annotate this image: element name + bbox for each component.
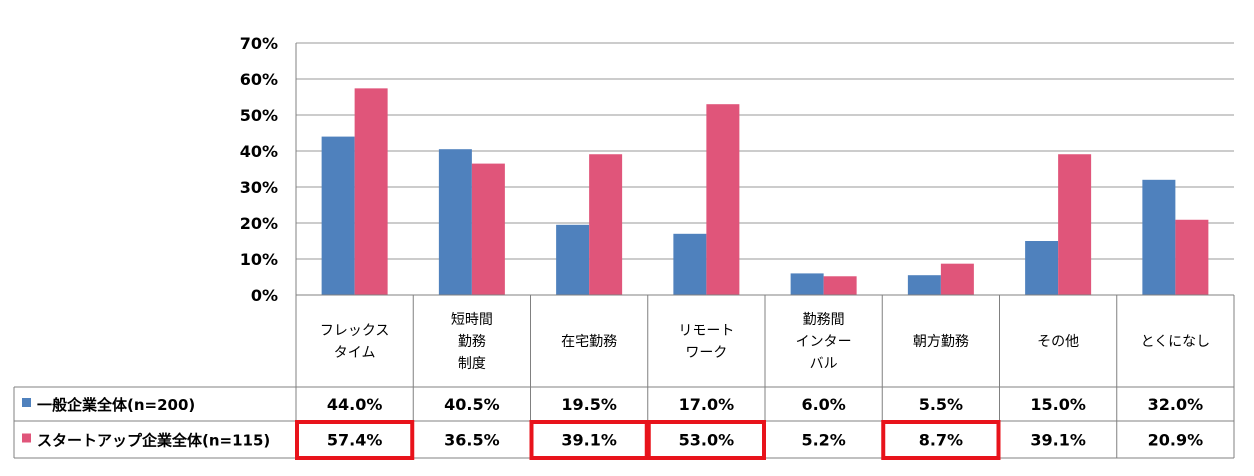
data-cell: 8.7% [919, 431, 963, 450]
y-tick-label: 40% [240, 142, 278, 161]
bar [1142, 179, 1176, 295]
bar [1175, 219, 1209, 295]
data-cell: 57.4% [327, 431, 383, 450]
y-tick-label: 10% [240, 250, 278, 269]
bar [673, 233, 707, 295]
bar [354, 88, 388, 295]
bar [1058, 154, 1092, 295]
legend-swatch [22, 398, 31, 407]
data-cell: 17.0% [679, 395, 735, 414]
category-label: とくになし [1141, 334, 1211, 350]
bar [556, 224, 590, 295]
data-cell: 39.1% [1030, 431, 1086, 450]
category-label: ワーク [685, 345, 727, 361]
category-label: 勤務間 [803, 312, 845, 328]
category-label: リモート [678, 323, 734, 339]
category-label: 朝方勤務 [913, 334, 969, 350]
category-label: バル [810, 356, 838, 372]
data-cell: 53.0% [679, 431, 735, 450]
category-label: タイム [334, 345, 376, 361]
highlight-box [646, 420, 766, 460]
category-label: 勤務 [458, 334, 486, 350]
bar [823, 276, 857, 295]
legend-swatch [22, 433, 31, 443]
category-label: 短時間 [451, 312, 493, 328]
data-cell: 6.0% [801, 395, 845, 414]
gridlines [296, 42, 1234, 260]
data-cell: 5.5% [919, 395, 963, 414]
legend-label: スタートアップ企業全体(n=115) [37, 432, 270, 450]
y-tick-label: 50% [240, 106, 278, 125]
y-tick-label: 20% [240, 214, 278, 233]
category-label: その他 [1037, 334, 1079, 350]
data-cell: 15.0% [1030, 395, 1086, 414]
y-tick-label: 30% [240, 178, 278, 197]
y-tick-label: 0% [251, 286, 278, 305]
category-label: 在宅勤務 [561, 334, 617, 350]
y-axis: 0% 10% 20% 30% 40% 50% 60% 70% [240, 34, 297, 458]
highlight-box [881, 420, 1001, 460]
category-label: 制度 [458, 356, 486, 372]
category-label: インター [796, 334, 852, 350]
y-tick-label: 60% [240, 70, 278, 89]
bar [438, 149, 472, 295]
bar [706, 104, 740, 295]
bar [790, 273, 824, 295]
bar [1025, 241, 1059, 295]
data-cell: 19.5% [561, 395, 617, 414]
legend-label: 一般企業全体(n=200) [37, 396, 195, 414]
bar [321, 136, 355, 295]
bar [907, 275, 941, 295]
data-cell: 36.5% [444, 431, 500, 450]
y-tick-label: 70% [240, 34, 278, 53]
bar [940, 263, 974, 295]
data-cell: 5.2% [801, 431, 845, 450]
data-cell: 39.1% [561, 431, 617, 450]
bars [321, 88, 1209, 295]
category-label: フレックス [320, 323, 390, 339]
data-cell: 20.9% [1148, 431, 1204, 450]
data-cell: 40.5% [444, 395, 500, 414]
highlight-box [295, 420, 415, 460]
bar [471, 163, 505, 295]
data-cell: 32.0% [1148, 395, 1204, 414]
data-cell: 44.0% [327, 395, 383, 414]
bar [589, 154, 623, 295]
